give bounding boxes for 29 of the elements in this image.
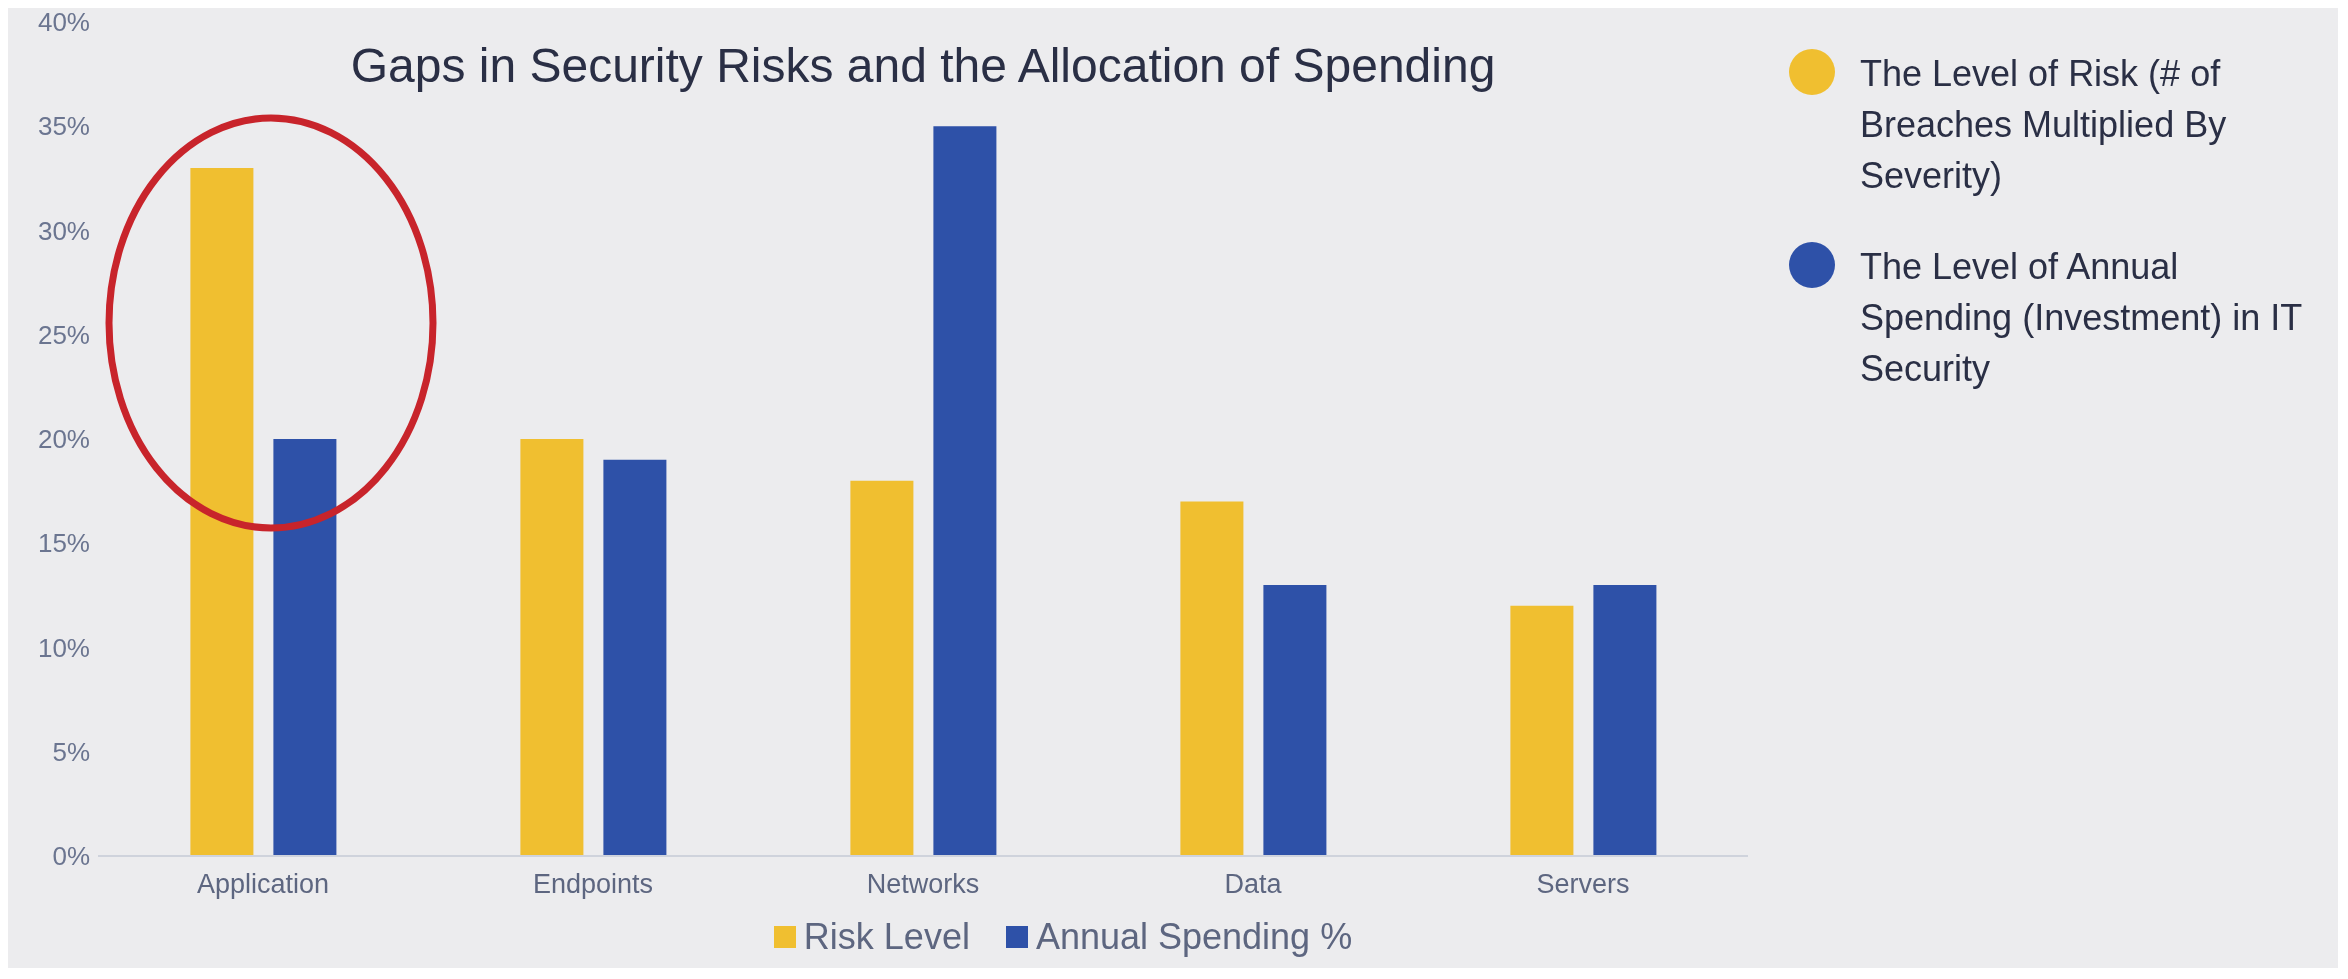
bar xyxy=(603,459,667,856)
text: The Level of Annual Spending (Investment) in IT Security xyxy=(1860,245,2303,391)
x-tick-label: Networks xyxy=(866,869,980,900)
bar xyxy=(520,439,584,856)
y-tick-label: 0% xyxy=(52,841,90,872)
legend-label: Annual Spending % xyxy=(1035,916,1353,958)
bar xyxy=(933,126,997,856)
y-tick-label: 10% xyxy=(37,632,90,663)
x-tick-label: Application xyxy=(196,869,330,900)
bar xyxy=(190,167,254,856)
y-tick-label: 15% xyxy=(37,528,90,559)
bar xyxy=(1180,501,1244,856)
bar xyxy=(1263,584,1327,856)
bar xyxy=(850,480,914,856)
bar xyxy=(1510,605,1574,856)
y-tick-label: 25% xyxy=(37,319,90,350)
y-tick-label: 20% xyxy=(37,424,90,455)
y-tick-label: 5% xyxy=(52,736,90,767)
y-tick-label: 30% xyxy=(37,215,90,246)
x-tick-label: Endpoints xyxy=(532,869,654,900)
x-tick-label: Data xyxy=(1224,869,1283,900)
text: The Level of Risk (# of Breaches Multiplied By Severity) xyxy=(1860,52,2228,198)
y-tick-label: 35% xyxy=(37,111,90,142)
bar xyxy=(1593,584,1657,856)
y-tick-label: 40% xyxy=(37,7,90,38)
legend-label: Risk Level xyxy=(803,916,970,958)
x-tick-label: Servers xyxy=(1536,869,1630,900)
chart-title: Gaps in Security Risks and the Allocation of Spending xyxy=(349,38,1497,93)
bar xyxy=(273,439,337,856)
